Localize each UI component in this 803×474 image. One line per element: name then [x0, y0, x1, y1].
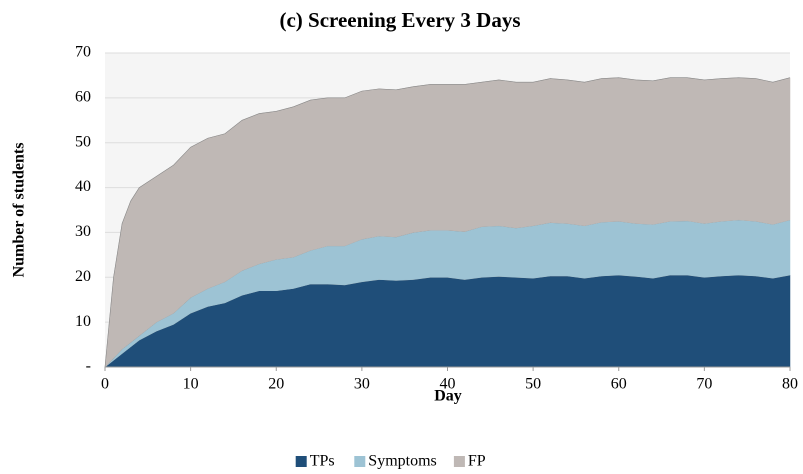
x-tick-label: 30 — [354, 376, 370, 393]
legend-swatch — [354, 456, 366, 467]
x-tick-label: 60 — [611, 376, 627, 393]
legend-label: Symptoms — [368, 453, 436, 470]
y-tick-label: 10 — [75, 313, 91, 330]
legend-label: FP — [468, 453, 486, 470]
x-tick-label: 70 — [696, 376, 712, 393]
chart-title: (c) Screening Every 3 Days — [279, 8, 520, 32]
y-tick-label: 40 — [75, 178, 91, 195]
y-tick-label: 50 — [75, 133, 91, 150]
x-tick-label: 40 — [440, 376, 456, 393]
y-tick-label: 70 — [75, 44, 91, 61]
area-edge — [104, 77, 791, 368]
x-tick-label: 50 — [525, 376, 541, 393]
x-axis-label: Day — [434, 388, 462, 405]
x-tick-label: 20 — [268, 376, 284, 393]
legend-swatch — [295, 456, 307, 467]
y-tick-label: - — [86, 358, 91, 375]
y-tick-label: 30 — [75, 223, 91, 240]
y-axis-label: Number of students — [11, 143, 28, 278]
y-tick-label: 20 — [75, 268, 91, 285]
x-tick-label: 10 — [183, 376, 199, 393]
x-tick-label: 0 — [101, 376, 109, 393]
x-tick-label: 80 — [782, 376, 798, 393]
legend-swatch — [453, 456, 465, 467]
legend-label: TPs — [310, 453, 335, 470]
y-tick-label: 60 — [75, 89, 91, 106]
